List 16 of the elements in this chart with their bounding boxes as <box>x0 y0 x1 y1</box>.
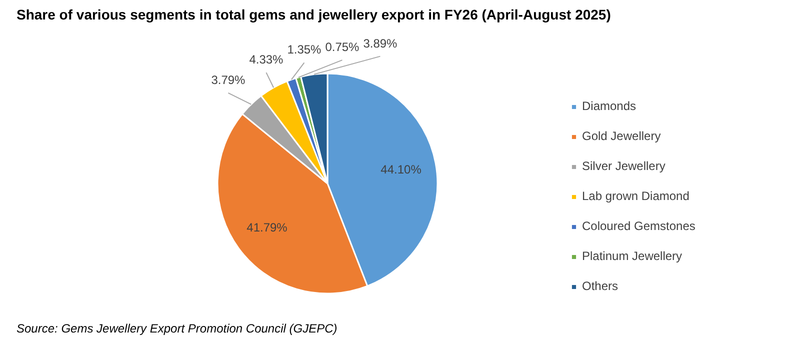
legend-label: Others <box>582 279 618 293</box>
data-label: 4.33% <box>249 52 284 67</box>
data-label: 1.35% <box>287 42 322 57</box>
legend-label: Lab grown Diamond <box>582 189 690 203</box>
data-label: 3.79% <box>211 72 246 87</box>
legend-label: Silver Jewellery <box>582 159 666 173</box>
legend-label: Diamonds <box>582 99 636 113</box>
chart-title: Share of various segments in total gems and jewellery export in FY26 (April-August 2025) <box>16 6 611 22</box>
legend-label: Gold Jewellery <box>582 129 661 143</box>
data-label: 3.89% <box>363 36 398 50</box>
data-label: 41.79% <box>246 220 288 234</box>
data-label: 0.75% <box>325 40 360 54</box>
legend-label: Coloured Gemstones <box>582 219 696 233</box>
legend-label: Platinum Jewellery <box>582 249 682 263</box>
data-label: 44.10% <box>380 162 422 177</box>
source-note: Source: Gems Jewellery Export Promotion Council (GJEPC) <box>16 322 338 336</box>
